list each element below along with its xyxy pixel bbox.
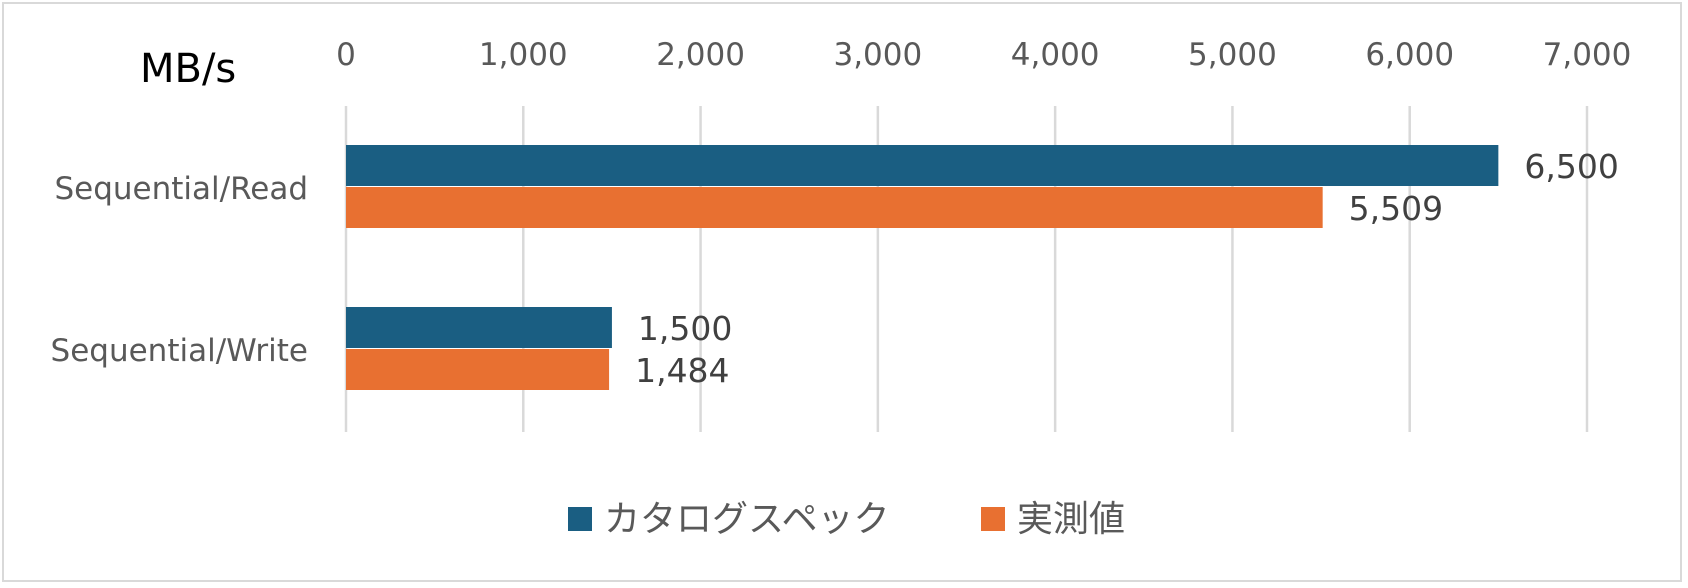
data-label: 1,500	[638, 309, 732, 348]
bar	[346, 145, 1499, 186]
data-label: 6,500	[1524, 147, 1618, 186]
legend: カタログスペック 実測値	[568, 499, 1125, 540]
bar	[346, 307, 612, 348]
x-tick-label: 6,000	[1365, 37, 1454, 73]
legend-swatch	[981, 507, 1005, 531]
legend-label: 実測値	[1017, 499, 1125, 540]
x-tick-label: 4,000	[1011, 37, 1100, 73]
x-tick-label: 3,000	[833, 37, 922, 73]
x-axis-ticks: 0 1,000 2,000 3,000 4,000 5,000 6,000 7,000	[336, 37, 1631, 73]
category-label: Sequential/Read	[54, 171, 308, 207]
bars	[346, 145, 1499, 390]
x-tick-label: 2,000	[656, 37, 745, 73]
category-labels: Sequential/Read Sequential/Write	[51, 171, 308, 369]
unit-label: MB/s	[140, 46, 236, 92]
category-label: Sequential/Write	[51, 333, 308, 369]
bar	[346, 349, 610, 390]
data-label: 5,509	[1349, 189, 1443, 228]
x-tick-label: 5,000	[1188, 37, 1277, 73]
legend-swatch	[568, 507, 592, 531]
x-tick-label: 1,000	[479, 37, 568, 73]
x-tick-label: 0	[336, 37, 356, 73]
data-label: 1,484	[635, 351, 729, 390]
bar	[346, 187, 1323, 228]
x-tick-label: 7,000	[1543, 37, 1632, 73]
legend-label: カタログスペック	[604, 499, 889, 540]
